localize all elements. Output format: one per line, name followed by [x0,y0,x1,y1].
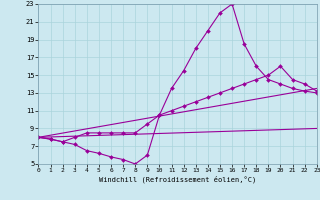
X-axis label: Windchill (Refroidissement éolien,°C): Windchill (Refroidissement éolien,°C) [99,176,256,183]
